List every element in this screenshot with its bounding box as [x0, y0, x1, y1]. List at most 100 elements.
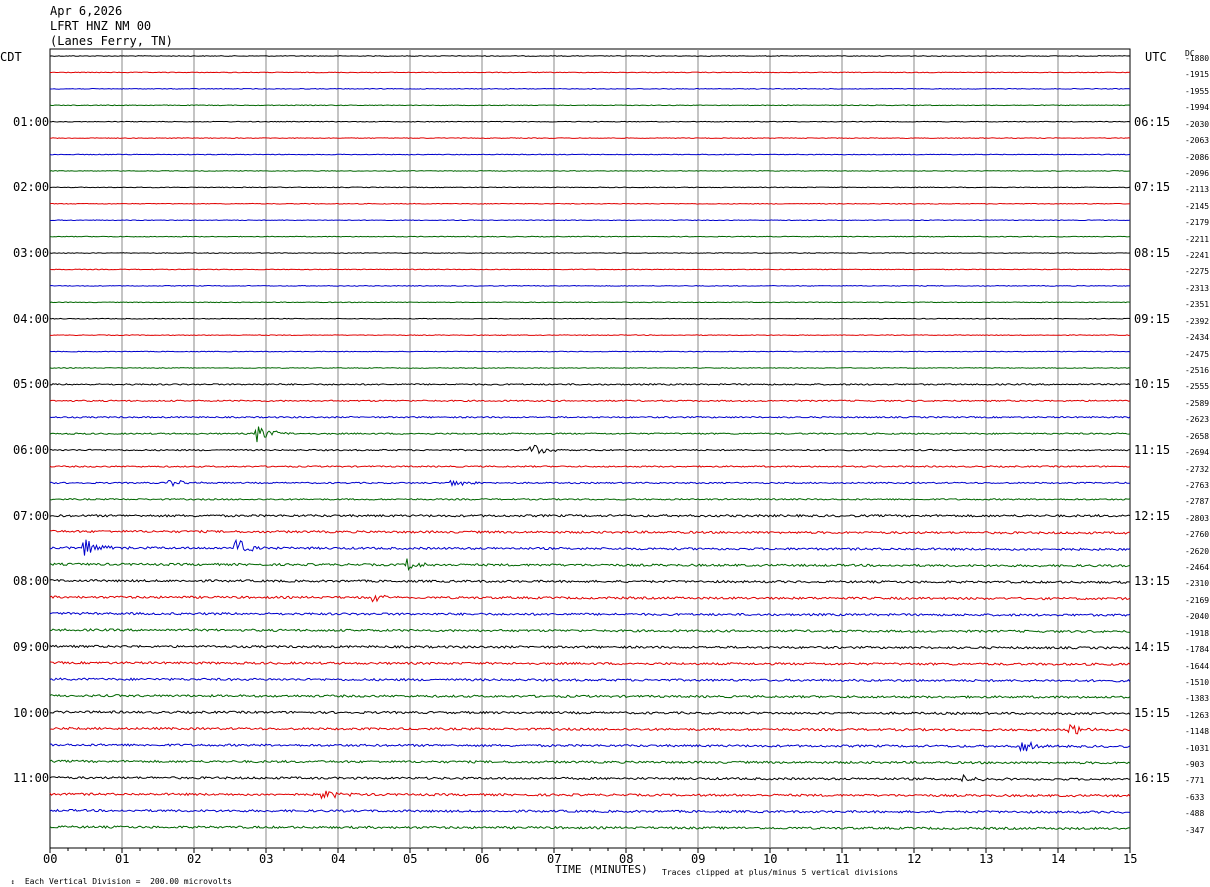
dc-offset-label: -2241: [1185, 251, 1210, 261]
left-hour-label: 01:00: [13, 114, 50, 129]
seismic-trace: [49, 426, 1131, 443]
seismic-trace: [49, 383, 1131, 386]
right-hour-label: 13:15: [1134, 574, 1171, 589]
seismic-trace: [49, 235, 1131, 238]
x-tick-label: 08: [619, 852, 634, 866]
dc-offset-label: -2464: [1185, 563, 1210, 573]
dc-offset-label: -1644: [1185, 661, 1210, 671]
seismic-trace: [49, 71, 1131, 74]
dc-offset-label: -2620: [1185, 546, 1210, 556]
station-location: (Lanes Ferry, TN): [50, 34, 173, 48]
dc-offset-label: -2694: [1185, 448, 1210, 458]
dc-offset-label: -2030: [1185, 119, 1210, 129]
x-tick-label: 03: [259, 852, 274, 866]
seismic-trace: [49, 773, 1131, 783]
dc-offset-label: -1915: [1185, 70, 1210, 80]
left-hour-label: 04:00: [13, 311, 50, 326]
dc-offset-label: -2392: [1185, 316, 1210, 326]
dc-offset-label: -1148: [1185, 727, 1210, 737]
left-hour-label: 03:00: [13, 246, 50, 261]
seismic-trace: [49, 808, 1131, 814]
seismic-trace: [49, 55, 1131, 57]
dc-offset-label: -347: [1185, 825, 1205, 835]
dc-offset-label: -633: [1185, 792, 1205, 802]
dc-offset-label: -2211: [1185, 234, 1210, 244]
seismic-trace: [49, 790, 1131, 800]
dc-offset-label: -2732: [1185, 464, 1210, 474]
x-tick-label: 15: [1123, 852, 1138, 866]
dc-offset-label: -2179: [1185, 218, 1210, 228]
dc-offset-label: -771: [1185, 776, 1205, 786]
seismic-trace: [49, 465, 1131, 468]
dc-offset-label: -2113: [1185, 185, 1210, 195]
right-hour-label: 09:15: [1134, 311, 1171, 326]
right-hour-label: 12:15: [1134, 508, 1171, 523]
x-tick-label: 12: [907, 852, 922, 866]
right-hour-label: 16:15: [1134, 771, 1171, 786]
seismic-trace: [49, 759, 1131, 765]
left-hour-label: 09:00: [13, 640, 50, 655]
right-hour-label: 10:15: [1134, 377, 1171, 392]
right-timezone-label: UTC: [1145, 50, 1167, 64]
dc-offset-label: -1510: [1185, 677, 1210, 687]
seismic-trace: [49, 660, 1131, 666]
right-hour-label: 07:15: [1134, 180, 1171, 195]
seismic-trace: [49, 444, 1131, 455]
left-timezone-label: CDT: [0, 50, 22, 64]
left-hour-label: 02:00: [13, 180, 50, 195]
dc-offset-label: -2434: [1185, 333, 1210, 343]
station-code: LFRT HNZ NM 00: [50, 19, 152, 33]
seismic-trace: [49, 479, 1131, 488]
seismic-trace: [49, 87, 1131, 90]
seismic-trace: [49, 558, 1131, 572]
dc-offset-label: -2623: [1185, 415, 1210, 425]
dc-offset-label: -2096: [1185, 168, 1210, 178]
dc-offset-label: -1918: [1185, 628, 1210, 638]
x-axis-label: TIME (MINUTES): [555, 863, 648, 876]
seismic-trace: [49, 415, 1131, 419]
seismic-trace: [49, 740, 1131, 753]
seismic-trace: [49, 399, 1131, 403]
seismic-trace: [49, 350, 1131, 353]
x-tick-label: 04: [331, 852, 346, 866]
seismic-trace: [49, 710, 1131, 716]
left-hour-label: 11:00: [13, 771, 50, 786]
x-tick-label: 09: [691, 852, 706, 866]
dc-offset-label: -1955: [1185, 86, 1210, 96]
seismic-trace: [49, 693, 1131, 699]
seismic-trace: [49, 104, 1131, 107]
seismic-trace: [49, 334, 1131, 337]
x-tick-label: 06: [475, 852, 490, 866]
dc-offset-label: -903: [1185, 760, 1205, 770]
dc-offset-label: -1784: [1185, 645, 1210, 655]
dc-offset-label: -2310: [1185, 579, 1210, 589]
right-hour-label: 11:15: [1134, 443, 1171, 458]
x-tick-label: 11: [835, 852, 850, 866]
seismic-trace: [49, 644, 1131, 650]
seismic-trace: [49, 219, 1131, 222]
dc-offset-label: -2803: [1185, 513, 1210, 523]
dc-offset-label: -2589: [1185, 398, 1210, 408]
right-hour-label: 14:15: [1134, 640, 1171, 655]
plot-date: Apr 6,2026: [50, 4, 123, 18]
seismic-trace: [49, 252, 1131, 254]
dc-offset-label: -2040: [1185, 612, 1210, 622]
left-hour-label: 08:00: [13, 574, 50, 589]
x-tick-label: 07: [547, 852, 562, 866]
dc-offset-label: -2086: [1185, 152, 1210, 162]
scale-note: ↕ Each Vertical Division = 200.00 microvo…: [10, 877, 232, 886]
dc-offset-label: -2169: [1185, 595, 1210, 605]
seismic-trace: [49, 529, 1131, 535]
seismic-trace: [49, 611, 1131, 617]
seismic-trace: [49, 538, 1131, 556]
dc-offset-label: -488: [1185, 809, 1205, 819]
x-tick-label: 01: [115, 852, 130, 866]
seismic-trace: [49, 497, 1131, 501]
x-tick-label: 13: [979, 852, 994, 866]
seismic-trace: [49, 137, 1131, 139]
dc-offset-label: -2763: [1185, 480, 1210, 490]
seismic-trace: [49, 284, 1131, 287]
left-hour-label: 05:00: [13, 377, 50, 392]
seismic-trace: [49, 301, 1131, 304]
